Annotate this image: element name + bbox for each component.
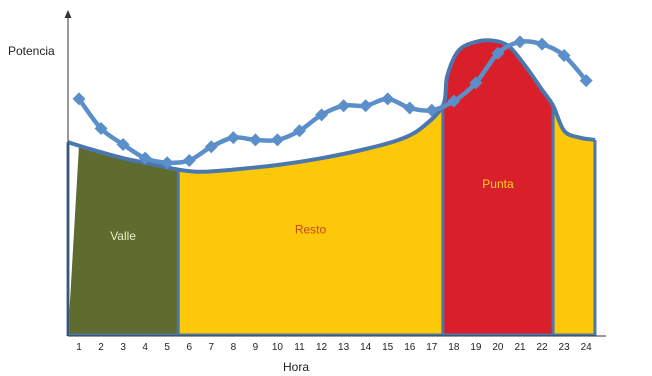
series-point-9 xyxy=(248,133,262,147)
x-tick-labels: 1 2 3 4 5 6 7 8 9 10 11 12 13 14 15 16 17 18 19 20 21 22 23 24 xyxy=(76,342,592,353)
zone-label-punta: Punta xyxy=(482,177,514,191)
x-tick-label: 9 xyxy=(253,342,259,353)
series-point-13 xyxy=(337,99,351,113)
zone-label-resto: Resto xyxy=(295,222,327,236)
outline-layer xyxy=(66,38,597,337)
series-point-3 xyxy=(116,137,130,151)
series-point-5 xyxy=(160,156,174,170)
zone-punta xyxy=(442,40,554,336)
series-point-12 xyxy=(315,108,329,122)
series-point-18 xyxy=(447,94,461,108)
series-point-14 xyxy=(359,99,373,113)
x-tick-label: 22 xyxy=(536,342,548,353)
x-tick-label: 23 xyxy=(559,342,571,353)
x-tick-label: 5 xyxy=(164,342,170,353)
series-point-10 xyxy=(270,133,284,147)
series-point-22 xyxy=(535,37,549,51)
x-tick-label: 2 xyxy=(98,342,104,353)
x-tick-label: 16 xyxy=(404,342,416,353)
axes-layer xyxy=(64,10,606,337)
zone-labels: Valle Resto Punta xyxy=(110,177,514,243)
x-tick-label: 17 xyxy=(426,342,438,353)
series-point-11 xyxy=(293,124,306,138)
x-tick-label: 7 xyxy=(209,342,215,353)
series-point-21 xyxy=(513,35,527,49)
series-point-4 xyxy=(138,151,152,165)
area-outline xyxy=(67,38,596,174)
zone-valle xyxy=(68,145,179,336)
series-point-6 xyxy=(182,153,196,167)
series-point-1 xyxy=(72,92,86,106)
series-point-2 xyxy=(94,122,108,136)
series-point-7 xyxy=(204,140,218,154)
series-point-8 xyxy=(226,131,240,145)
x-tick-label: 6 xyxy=(186,342,192,353)
series-layer xyxy=(72,35,593,170)
series-point-17 xyxy=(425,103,439,117)
x-tick-label: 8 xyxy=(231,342,237,353)
series-point-23 xyxy=(557,49,571,63)
series-point-19 xyxy=(469,76,483,90)
y-axis-title: Potencia xyxy=(8,44,55,58)
series-point-20 xyxy=(491,46,505,60)
x-tick-label: 13 xyxy=(338,342,350,353)
zone-label-valle: Valle xyxy=(110,229,136,243)
y-axis-arrow xyxy=(64,10,72,18)
zones-layer xyxy=(68,40,595,336)
series-point-24 xyxy=(579,74,593,88)
x-axis-title: Hora xyxy=(283,360,309,374)
x-tick-label: 21 xyxy=(514,342,526,353)
x-tick-label: 15 xyxy=(382,342,394,353)
zone-resto xyxy=(178,105,443,336)
x-tick-label: 18 xyxy=(448,342,460,353)
x-tick-label: 4 xyxy=(142,342,148,353)
x-tick-label: 3 xyxy=(120,342,126,353)
x-tick-label: 20 xyxy=(492,342,504,353)
series-point-15 xyxy=(381,92,395,106)
x-tick-label: 14 xyxy=(360,342,372,353)
x-tick-label: 10 xyxy=(272,342,284,353)
x-tick-label: 19 xyxy=(470,342,482,353)
series-point-16 xyxy=(403,101,417,115)
x-tick-label: 1 xyxy=(76,342,82,353)
zone-resto-tail xyxy=(553,105,595,336)
x-tick-label: 11 xyxy=(294,342,305,353)
x-tick-label: 12 xyxy=(316,342,328,353)
x-tick-label: 24 xyxy=(581,342,593,353)
